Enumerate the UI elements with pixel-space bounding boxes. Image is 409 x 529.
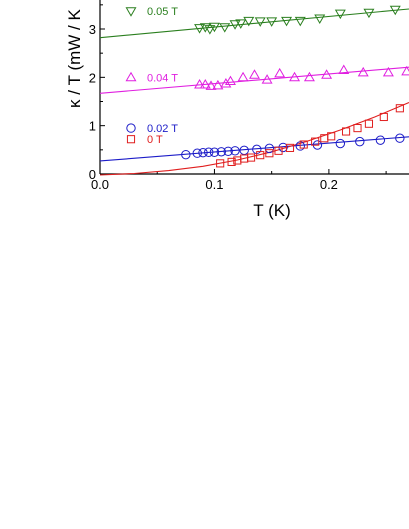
data-point (199, 78, 211, 89)
data-point (230, 146, 240, 156)
data-point (274, 146, 283, 155)
data-point (229, 20, 241, 30)
data-point (235, 19, 247, 29)
data-point (266, 17, 278, 27)
x-tick-label: 0.0 (91, 177, 109, 192)
data-point (181, 149, 191, 160)
data-point (341, 127, 351, 136)
data-point (364, 119, 374, 128)
data-point (303, 71, 315, 82)
legend-label: 0 T (147, 134, 163, 146)
data-point (274, 67, 286, 78)
legend-marker (125, 7, 137, 17)
data-point (216, 147, 227, 157)
data-point (246, 153, 256, 162)
data-point (205, 80, 217, 90)
fit-line (99, 66, 409, 94)
data-point (389, 5, 401, 16)
data-point (338, 64, 350, 74)
data-points (181, 5, 409, 168)
data-point (220, 77, 232, 88)
data-point (334, 9, 346, 20)
data-point (395, 104, 404, 113)
data-point (194, 24, 206, 34)
x-tick-label: 0.1 (205, 177, 223, 192)
data-point (204, 25, 216, 35)
data-point (224, 75, 236, 86)
data-point (243, 16, 255, 27)
data-point (357, 66, 369, 77)
data-point (395, 133, 405, 143)
data-point (212, 79, 224, 90)
data-point (285, 143, 295, 152)
data-point (261, 74, 273, 84)
data-point (264, 143, 275, 154)
data-point (353, 124, 362, 133)
y-tick-label: 1 (89, 119, 96, 134)
data-point (208, 22, 220, 33)
legend-label: 0.02 T (147, 123, 178, 135)
data-point (382, 66, 394, 77)
data-point (321, 69, 333, 79)
x-axis-label: T (K) (253, 201, 290, 220)
data-point (219, 23, 231, 33)
fit-line (99, 8, 409, 39)
legend-label: 0.05 T (147, 6, 178, 18)
data-point (199, 23, 211, 33)
data-point (375, 135, 386, 145)
data-point (299, 140, 308, 149)
data-point (401, 65, 409, 76)
data-point (237, 71, 249, 82)
data-point (327, 132, 336, 141)
data-point (289, 71, 301, 82)
data-point (363, 8, 375, 19)
fit-line (99, 136, 409, 162)
data-point (209, 147, 220, 157)
data-point (265, 149, 274, 158)
legend-marker (126, 123, 136, 133)
data-point (192, 148, 202, 158)
y-tick-label: 3 (89, 22, 96, 37)
data-point (216, 159, 225, 168)
data-point (355, 136, 365, 147)
y-axis-label: κ / T (mW / K (65, 8, 84, 108)
data-point (314, 14, 326, 24)
legend-marker (126, 135, 136, 144)
data-point (379, 112, 388, 122)
fit-lines (99, 8, 409, 176)
data-point (311, 137, 320, 146)
data-point (294, 16, 306, 27)
data-point (194, 78, 206, 89)
x-tick-label: 0.2 (320, 177, 338, 192)
data-point (227, 157, 236, 166)
data-point (249, 69, 260, 79)
data-point (223, 146, 233, 156)
axes: 0.0 0.1 0.2 0 1 2 3 (89, 0, 409, 192)
legend: 0.05 T 0.04 T 0.02 T0 T (125, 6, 178, 146)
y-tick-label: 2 (89, 70, 96, 85)
legend-label: 0.04 T (147, 72, 178, 84)
legend-marker (125, 71, 137, 82)
data-point (198, 148, 208, 158)
data-point (281, 16, 293, 27)
data-point (204, 147, 214, 157)
y-tick-label: 0 (89, 167, 96, 182)
data-point (256, 151, 265, 160)
data-point (335, 138, 346, 149)
data-point (254, 17, 266, 27)
